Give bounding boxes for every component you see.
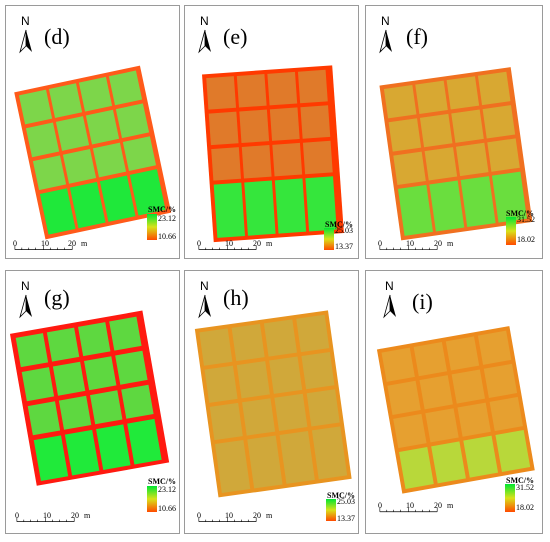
north-arrow: N (376, 14, 396, 54)
legend-max: 31.52 (516, 483, 534, 492)
scalebar-tick-10: 10 (406, 501, 414, 510)
scalebar-tick-0: 0 (15, 511, 19, 520)
north-arrow: N (380, 279, 400, 319)
scalebar-tick-20: 20 (71, 511, 79, 520)
map-panel-i: N (i) SMC/% 31.52 18.02 0 10 20 m (365, 270, 543, 534)
legend-min: 13.37 (335, 242, 353, 251)
map-panel-g: N (g) SMC/% 23.12 10.66 0 10 20 m (5, 270, 180, 534)
scalebar-tick-0: 0 (378, 239, 382, 248)
scalebar-tick-20: 20 (68, 239, 76, 248)
north-arrow-icon (19, 294, 32, 319)
scalebar-unit: m (447, 239, 454, 248)
field-map-e (202, 65, 344, 243)
panel-label: (g) (44, 285, 70, 310)
north-arrow-icon (383, 294, 396, 319)
scalebar-tick-10: 10 (225, 239, 233, 248)
scalebar-unit: m (266, 239, 273, 248)
north-letter: N (381, 14, 390, 28)
scalebar-unit: m (266, 511, 273, 520)
legend-max: 23.12 (158, 485, 176, 494)
field-map-g (9, 310, 170, 486)
scalebar-tick-0: 0 (13, 239, 17, 248)
color-bar (147, 486, 157, 512)
scalebar-tick-0: 0 (378, 501, 382, 510)
color-bar-gradient (147, 214, 157, 240)
north-arrow: N (195, 14, 215, 54)
scalebar-tick-20: 20 (434, 501, 442, 510)
legend-min: 18.02 (517, 235, 535, 244)
color-bar (505, 484, 515, 512)
color-bar-gradient (147, 486, 157, 512)
north-letter: N (21, 279, 30, 293)
scalebar-unit: m (81, 239, 88, 248)
map-panel-f: N (f) SMC/% 31.52 18.02 0 10 20 m (365, 5, 543, 259)
north-letter: N (21, 14, 30, 28)
legend-title: SMC/% (148, 477, 176, 486)
panel-label: (d) (44, 24, 70, 49)
color-bar (324, 228, 334, 250)
north-arrow-icon (379, 29, 392, 54)
scalebar-tick-10: 10 (41, 239, 49, 248)
legend-min: 13.37 (337, 514, 355, 523)
legend-title: SMC/% (325, 220, 353, 229)
legend-title: SMC/% (327, 491, 355, 500)
legend-title: SMC/% (148, 205, 176, 214)
scalebar-tick-10: 10 (43, 511, 51, 520)
color-bar (326, 499, 336, 521)
color-bar-gradient (505, 484, 515, 512)
legend-title: SMC/% (506, 209, 534, 218)
scalebar-unit: m (447, 501, 454, 510)
field-map-d (14, 65, 172, 240)
legend-max: 25.03 (335, 226, 353, 235)
north-arrow: N (16, 14, 36, 54)
panel-label: (i) (412, 289, 433, 314)
scalebar-tick-0: 0 (197, 511, 201, 520)
north-arrow: N (195, 279, 215, 319)
color-bar-gradient (506, 217, 516, 245)
scalebar-tick-20: 20 (253, 511, 261, 520)
legend-min: 10.66 (158, 232, 176, 241)
map-panel-d: N (d) SMC/% 23.12 10.66 0 10 20 m (5, 5, 180, 259)
north-arrow: N (16, 279, 36, 319)
panel-label: (h) (223, 285, 249, 310)
color-bar-gradient (324, 228, 334, 250)
north-arrow-icon (19, 29, 32, 54)
scalebar-tick-0: 0 (197, 239, 201, 248)
scalebar-tick-20: 20 (434, 239, 442, 248)
panel-label: (f) (406, 24, 428, 49)
legend-max: 31.52 (517, 215, 535, 224)
field-map-i (376, 326, 535, 494)
north-letter: N (200, 279, 209, 293)
legend-max: 23.12 (158, 214, 176, 223)
color-bar (506, 217, 516, 245)
scalebar-tick-10: 10 (225, 511, 233, 520)
north-arrow-icon (198, 29, 211, 54)
field-map-f (379, 67, 533, 241)
legend-max: 25.03 (337, 497, 355, 506)
field-map-h (194, 310, 352, 498)
scalebar-tick-20: 20 (253, 239, 261, 248)
map-panel-h: N (h) SMC/% 25.03 13.37 0 10 20 m (184, 270, 359, 534)
color-bar-gradient (326, 499, 336, 521)
north-arrow-icon (198, 294, 211, 319)
scalebar-unit: m (84, 511, 91, 520)
map-panel-e: N (e) SMC/% 25.03 13.37 0 10 20 m (184, 5, 359, 259)
north-letter: N (200, 14, 209, 28)
scalebar-tick-10: 10 (406, 239, 414, 248)
legend-min: 18.02 (516, 503, 534, 512)
north-letter: N (385, 279, 394, 293)
panel-label: (e) (223, 24, 248, 49)
legend-min: 10.66 (158, 504, 176, 513)
color-bar (147, 214, 157, 240)
legend-title: SMC/% (506, 476, 534, 485)
